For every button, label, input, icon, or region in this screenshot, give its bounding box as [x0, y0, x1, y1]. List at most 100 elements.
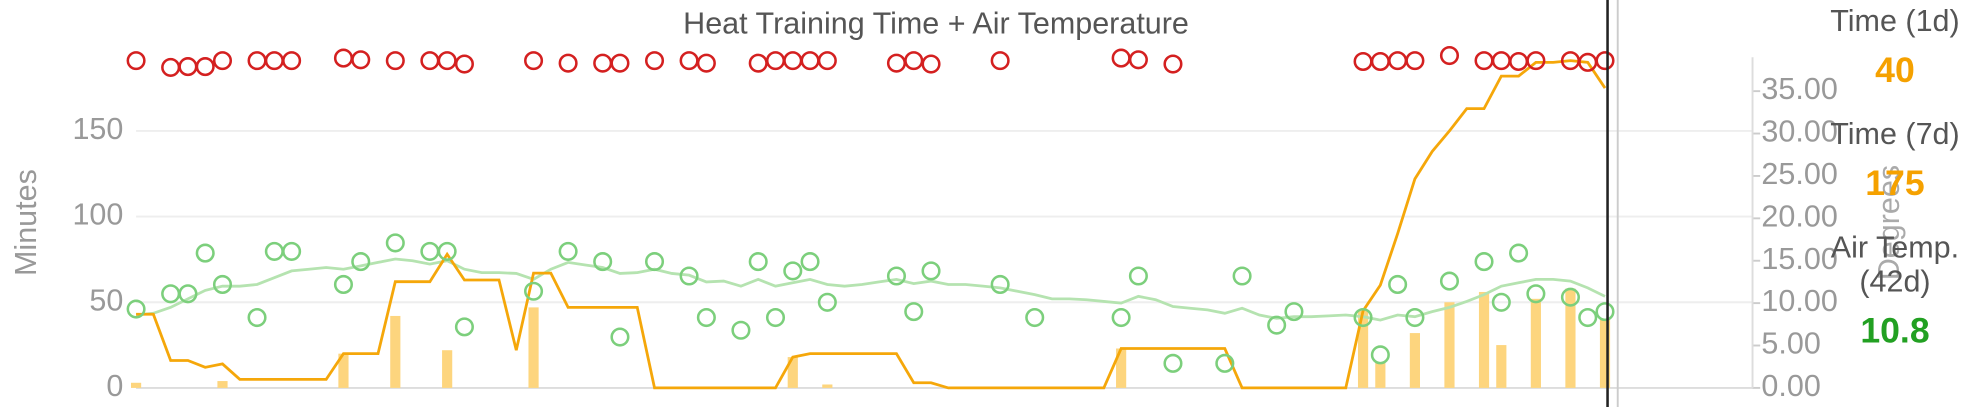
point — [1370, 345, 1390, 365]
point — [247, 307, 267, 328]
point — [385, 51, 405, 71]
point — [817, 51, 837, 71]
readout-value: 40 — [1875, 50, 1915, 90]
point — [1353, 51, 1373, 72]
point — [644, 252, 665, 272]
point — [1595, 51, 1615, 71]
point — [610, 327, 630, 347]
y2-axis-label: Degrees — [1872, 165, 1906, 280]
bar — [822, 384, 833, 388]
point — [1439, 271, 1460, 291]
y-axis-label: Minutes — [9, 169, 43, 276]
point — [558, 241, 578, 261]
point — [1163, 353, 1183, 373]
point — [644, 51, 665, 71]
point — [783, 51, 803, 71]
y-tick-label: 50 — [89, 283, 123, 317]
point — [195, 57, 215, 77]
point — [1595, 302, 1615, 322]
point — [282, 241, 302, 261]
point — [558, 53, 578, 73]
y2-tick-label: 35.00 — [1761, 72, 1837, 106]
y2-tick-label: 25.00 — [1761, 157, 1837, 191]
point — [161, 57, 181, 77]
point — [783, 261, 803, 281]
point — [212, 51, 233, 71]
point — [593, 252, 613, 272]
point — [351, 50, 371, 70]
point — [1388, 51, 1408, 71]
readout-label: Time (7d) — [1830, 117, 1959, 151]
point — [437, 241, 457, 261]
point — [454, 54, 474, 74]
bar — [1478, 291, 1490, 388]
point — [886, 53, 907, 73]
point — [731, 320, 751, 340]
point — [765, 307, 786, 328]
point — [195, 243, 215, 263]
point — [990, 274, 1010, 295]
readout-sublabel: (42d) — [1859, 265, 1930, 299]
bar — [217, 381, 228, 388]
y2-tick-label: 10.00 — [1761, 284, 1837, 318]
point — [264, 51, 284, 71]
y2-tick-label: 5.00 — [1761, 327, 1820, 361]
point — [1353, 307, 1373, 328]
bar — [1496, 345, 1507, 388]
point — [1128, 50, 1148, 70]
point — [1474, 252, 1494, 272]
point — [904, 51, 924, 71]
point — [1560, 287, 1580, 307]
point — [1163, 54, 1183, 74]
point — [126, 51, 146, 71]
point — [1526, 51, 1546, 71]
point — [212, 274, 233, 295]
point — [1232, 266, 1252, 286]
point — [679, 51, 699, 71]
point — [247, 51, 267, 71]
point — [696, 53, 716, 73]
point — [990, 51, 1010, 71]
bar — [1565, 288, 1576, 388]
point — [765, 51, 786, 71]
point — [921, 54, 941, 74]
bar — [130, 382, 142, 388]
point — [1405, 307, 1425, 328]
point — [420, 51, 440, 71]
point — [161, 284, 181, 304]
y-tick-label: 100 — [72, 198, 123, 232]
bar — [787, 357, 798, 388]
point — [921, 261, 941, 281]
y2-tick-label: 0.00 — [1761, 369, 1820, 403]
point — [437, 51, 457, 71]
bar — [1599, 319, 1611, 388]
y-tick-label: 0 — [106, 369, 123, 403]
readout-value: 10.8 — [1860, 311, 1929, 351]
bar — [1375, 362, 1386, 388]
point — [1388, 274, 1408, 295]
point — [1509, 51, 1529, 72]
point — [1267, 315, 1287, 335]
bar — [1444, 302, 1455, 388]
point — [454, 317, 474, 337]
bar — [442, 350, 453, 388]
point — [282, 51, 302, 71]
y2-tick-label: 30.00 — [1761, 115, 1837, 149]
chart-title: Heat Training Time + Air Temperature — [683, 7, 1189, 41]
y2-tick-label: 15.00 — [1761, 242, 1837, 276]
point — [679, 266, 699, 286]
point — [593, 53, 613, 73]
point — [178, 57, 198, 77]
point — [610, 53, 630, 73]
point — [351, 252, 371, 272]
bar — [528, 307, 539, 388]
point — [420, 241, 440, 261]
line — [135, 257, 1606, 322]
point — [524, 281, 544, 301]
point — [696, 307, 716, 328]
readout-label: Time (1d) — [1830, 4, 1959, 38]
readout-value: 175 — [1865, 163, 1924, 203]
point — [524, 51, 544, 71]
point — [800, 51, 820, 71]
